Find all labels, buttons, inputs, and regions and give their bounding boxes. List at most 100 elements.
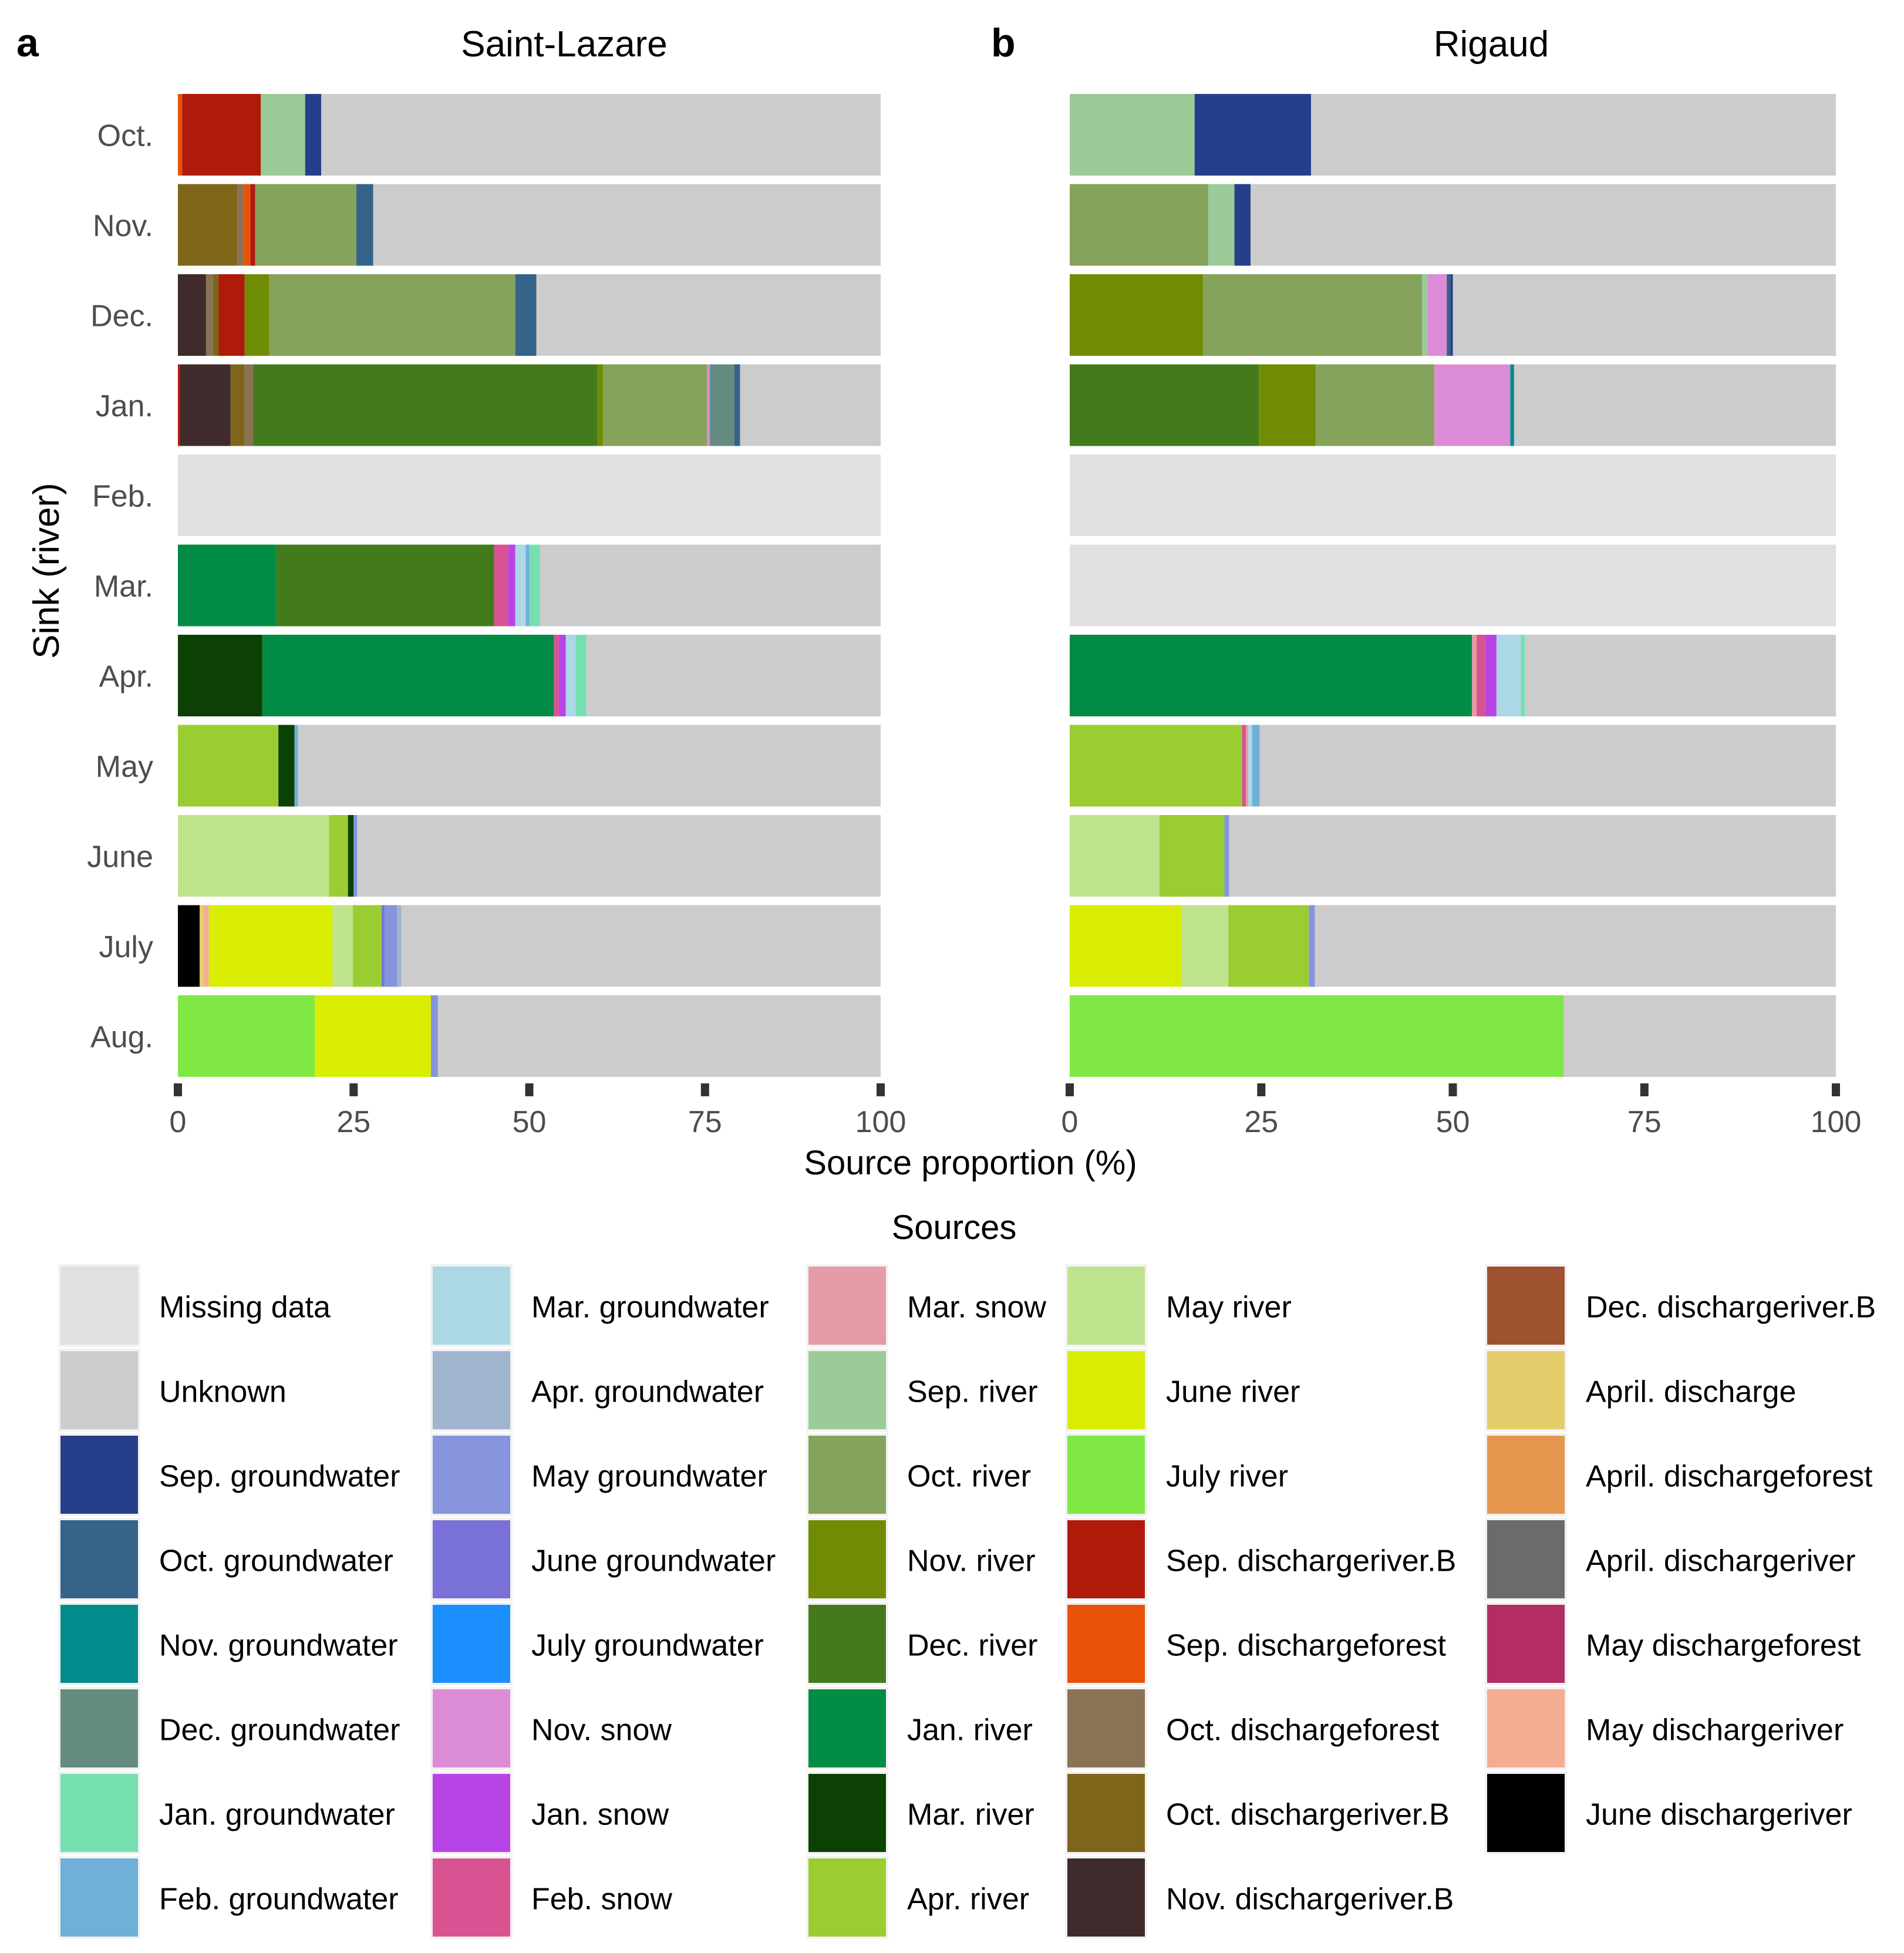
legend-label: Mar. river (907, 1798, 1034, 1832)
bar-segment-aug-july-river (1070, 995, 1564, 1077)
legend-label: Missing data (159, 1291, 331, 1325)
x-tick-label: 25 (1244, 1105, 1278, 1139)
legend-swatch-june-river (1067, 1351, 1145, 1429)
bar-segment-mar-feb-snow (494, 544, 508, 627)
y-tick-label: Jan. (96, 389, 153, 423)
legend-label: Dec. groundwater (159, 1713, 400, 1747)
bar-segment-dec-nov-snow (1427, 274, 1447, 356)
bar-segment-jan-dec-river (253, 364, 598, 446)
legend-swatch-april-dischargeriver (1487, 1520, 1565, 1598)
bar-segment-nov-oct-river (255, 184, 357, 266)
legend-label: June river (1166, 1375, 1300, 1409)
bar-segment-jan-unknown (1514, 364, 1836, 446)
legend-label: Nov. river (907, 1544, 1036, 1578)
y-tick-label: Dec. (90, 299, 153, 334)
legend-label: April. discharge (1586, 1375, 1796, 1409)
legend-swatch-sep-groundwater (60, 1436, 138, 1514)
x-tick-label: 75 (688, 1105, 722, 1139)
x-tick-mark (877, 1083, 885, 1096)
legend-swatch-may-dischargeforest (1487, 1605, 1565, 1683)
bar-segment-july-may-groundwater (384, 905, 397, 987)
bar-segment-may-unknown (298, 725, 881, 807)
legend-label: Oct. river (907, 1460, 1031, 1494)
bar-segment-apr-mar-groundwater (1496, 635, 1521, 716)
legend-label: Dec. dischargeriver.B (1586, 1291, 1876, 1325)
bar-segment-dec-nov-dischargeriver-b (178, 274, 206, 356)
bar-segment-july-june-river (208, 905, 333, 987)
bar-segment-june-apr-river (1159, 815, 1225, 897)
legend-swatch-oct-river (808, 1436, 886, 1514)
bar-segment-apr-jan-groundwater (575, 635, 587, 716)
bar-segment-nov-sep-river (1208, 184, 1235, 266)
legend-label: Oct. dischargeforest (1166, 1713, 1440, 1747)
panel-b-title: Rigaud (1434, 24, 1549, 65)
legend-label: Sep. river (907, 1375, 1038, 1409)
legend-label: April. dischargeforest (1586, 1460, 1873, 1494)
legend-label: Oct. dischargeriver.B (1166, 1798, 1450, 1832)
bar-segment-apr-jan-snow (1485, 635, 1497, 716)
legend-label: July groundwater (531, 1629, 764, 1663)
legend-swatch-oct-groundwater (60, 1520, 138, 1598)
legend-swatch-apr-groundwater (433, 1351, 510, 1429)
bar-segment-mar-jan-snow (508, 544, 515, 627)
legend-swatch-unknown (60, 1351, 138, 1429)
legend-label: Jan. river (907, 1713, 1033, 1747)
legend-swatch-mar-groundwater (433, 1267, 510, 1345)
bar-segment-aug-unknown (437, 995, 881, 1077)
legend-label: Apr. groundwater (531, 1375, 764, 1409)
bar-segment-jan-dec-river (1070, 364, 1259, 446)
panel-label-b: b (991, 21, 1016, 65)
legend-label: May dischargeforest (1586, 1629, 1861, 1663)
bar-segment-aug-june-river (315, 995, 431, 1077)
bar-segment-july-unknown (1315, 905, 1836, 987)
bar-segment-jan-nov-groundwater (1510, 364, 1514, 446)
x-tick-label: 0 (170, 1105, 187, 1139)
bar-segment-july-may-river (332, 905, 353, 987)
bar-segment-june-apr-river (329, 815, 348, 897)
y-tick-label: Apr. (99, 660, 154, 694)
bar-segment-june-may-river (178, 815, 329, 897)
legend-swatch-nov-snow (433, 1689, 510, 1767)
bar-segment-july-may-dischargeriver (204, 905, 209, 987)
bar-segment-jan-oct-river (603, 364, 707, 446)
bar-segment-apr-jan-river (1070, 635, 1472, 716)
legend-swatch-mar-river (808, 1774, 886, 1852)
legend-label: Jan. groundwater (159, 1798, 395, 1832)
legend-label: Nov. dischargeriver.B (1166, 1883, 1454, 1917)
bar-segment-may-apr-river (1070, 725, 1242, 807)
bar-segment-july-may-river (1181, 905, 1229, 987)
bar-segment-july-apr-river (1228, 905, 1309, 987)
bar-segment-july-may-groundwater (1309, 905, 1315, 987)
y-tick-label: July (99, 930, 153, 964)
y-axis-title: Sink (river) (26, 483, 67, 659)
panel-a-plot: Oct. Nov. Dec. Jan. Feb. Mar. Apr. May June July A… (87, 94, 906, 1139)
bar-segment-oct-sep-dischargeriver-b (182, 94, 261, 176)
bar-segment-june-may-river (1070, 815, 1160, 897)
legend-swatch-july-groundwater (433, 1605, 510, 1683)
legend-swatch-dec-dischargeriver-b (1487, 1267, 1565, 1345)
bar-segment-may-feb-groundwater (294, 725, 298, 807)
y-tick-label: Mar. (94, 570, 153, 604)
bar-segment-nov-unknown (373, 184, 881, 266)
x-tick-label: 50 (1436, 1105, 1470, 1139)
bar-segment-june-unknown (357, 815, 881, 897)
bar-segment-jan-oct-river (1315, 364, 1435, 446)
bar-segment-dec-oct-river (1203, 274, 1423, 356)
legend-label: June dischargeriver (1586, 1798, 1852, 1832)
bar-segment-jan-unknown (740, 364, 881, 446)
bar-segment-jan-oct-dischargeforest (244, 364, 254, 446)
bar-segment-oct-unknown (321, 94, 881, 176)
bar-segment-dec-sep-dischargeriver-b (218, 274, 245, 356)
bar-segment-jan-nov-dischargeriver-b (180, 364, 231, 446)
legend-label: Nov. snow (531, 1713, 672, 1747)
legend-swatch-sep-river (808, 1351, 886, 1429)
bar-segment-dec-unknown (1453, 274, 1836, 356)
y-tick-label: May (96, 750, 153, 784)
x-tick-mark (1448, 1083, 1457, 1096)
bar-segment-apr-unknown (586, 635, 881, 716)
legend-swatch-oct-dischargeriver-b (1067, 1774, 1145, 1852)
legend-swatch-june-groundwater (433, 1520, 510, 1598)
x-tick-mark (1066, 1083, 1074, 1096)
legend-label: May dischargeriver (1586, 1713, 1844, 1747)
